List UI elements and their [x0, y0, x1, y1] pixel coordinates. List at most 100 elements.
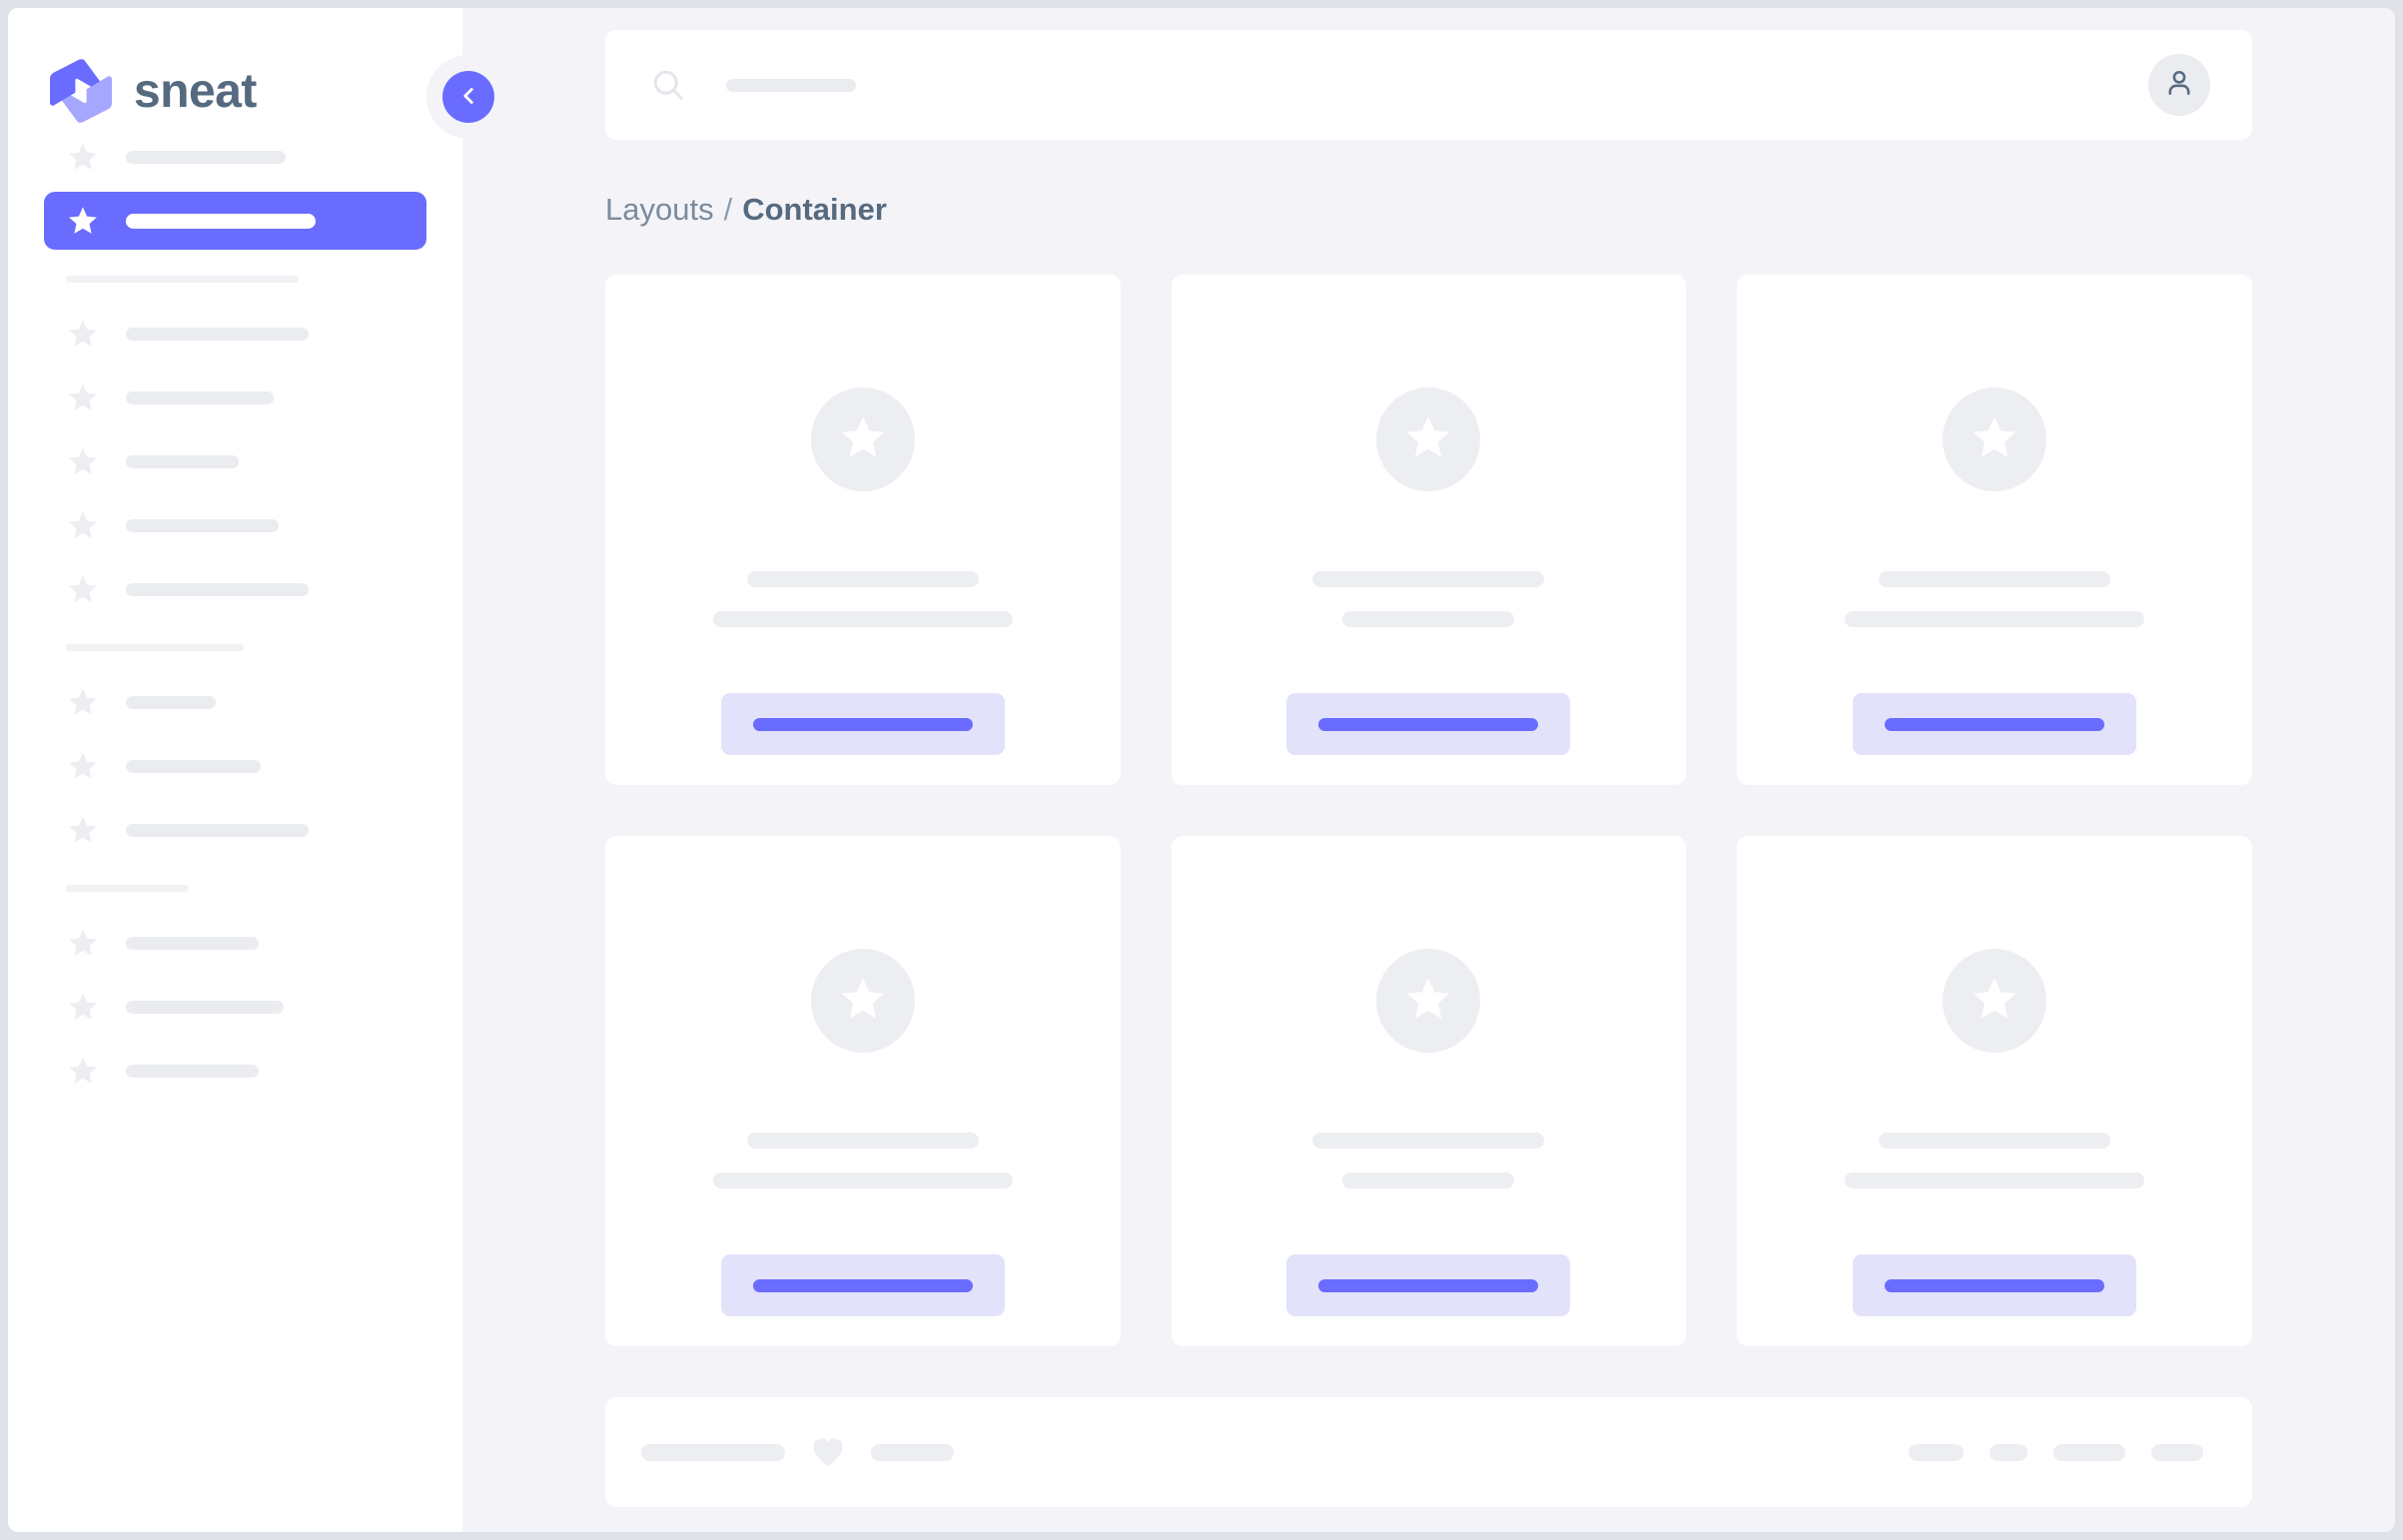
- card-subtitle-skeleton: [1845, 1172, 2145, 1188]
- sidebar-item[interactable]: [44, 673, 426, 731]
- card-grid: [605, 275, 2252, 1346]
- card-action-button[interactable]: [1286, 1254, 1571, 1316]
- sidebar-item[interactable]: [44, 914, 426, 972]
- card-action-button[interactable]: [1286, 693, 1571, 755]
- footer-text-skeleton: [641, 1443, 785, 1461]
- sidebar-item[interactable]: [44, 128, 426, 186]
- card-subtitle-skeleton: [1845, 611, 2145, 627]
- content-card: [605, 275, 1121, 785]
- card-avatar: [1376, 949, 1481, 1053]
- star-icon: [66, 381, 100, 414]
- sidebar-item[interactable]: [44, 560, 426, 618]
- sidebar-nav: [8, 128, 462, 1100]
- user-icon: [2162, 66, 2196, 105]
- chevron-left-icon: [455, 83, 481, 112]
- star-icon: [1402, 973, 1454, 1030]
- sidebar-item[interactable]: [44, 1042, 426, 1100]
- card-title-skeleton: [1312, 1133, 1545, 1149]
- card-action-label-skeleton: [1885, 1278, 2105, 1292]
- star-icon: [66, 204, 100, 238]
- sidebar-item-label-skeleton: [126, 327, 309, 341]
- card-avatar: [810, 387, 915, 491]
- card-action-button[interactable]: [720, 693, 1005, 755]
- sidebar-item[interactable]: [44, 305, 426, 363]
- search-input[interactable]: [726, 78, 856, 92]
- sidebar-item-label-skeleton: [126, 936, 259, 950]
- brand[interactable]: sneat: [8, 8, 462, 128]
- content-card: [1737, 836, 2252, 1346]
- star-icon: [837, 973, 889, 1030]
- star-icon: [66, 140, 100, 174]
- content-card: [1737, 275, 2252, 785]
- sidebar-item-label-skeleton: [126, 695, 216, 709]
- sidebar-item-label-skeleton: [126, 582, 309, 596]
- card-avatar: [1943, 387, 2047, 491]
- card-avatar: [1943, 949, 2047, 1053]
- card-action-button[interactable]: [1853, 693, 2137, 755]
- footer-link-skeleton[interactable]: [1909, 1443, 1964, 1461]
- footer-links: [1909, 1443, 2203, 1461]
- sidebar-divider: [66, 885, 189, 892]
- star-icon: [66, 1054, 100, 1088]
- card-action-label-skeleton: [1318, 717, 1539, 731]
- avatar[interactable]: [2148, 54, 2210, 116]
- sidebar-item[interactable]: [44, 978, 426, 1036]
- breadcrumb-current: Container: [742, 192, 887, 227]
- sidebar-item-label-skeleton: [126, 1000, 284, 1014]
- card-action-button[interactable]: [720, 1254, 1005, 1316]
- content-card: [1171, 836, 1687, 1346]
- main-content: Layouts / Container: [462, 8, 2395, 1532]
- sidebar-item[interactable]: [44, 801, 426, 859]
- sidebar-collapse-button[interactable]: [442, 71, 494, 123]
- card-title-skeleton: [1879, 1133, 2111, 1149]
- card-subtitle-skeleton: [1342, 611, 1515, 627]
- star-icon: [837, 411, 889, 468]
- sneat-logo-icon: [50, 59, 112, 123]
- star-icon: [66, 508, 100, 542]
- breadcrumb-separator: /: [723, 192, 733, 227]
- topbar: [605, 30, 2252, 140]
- brand-name: sneat: [134, 64, 257, 118]
- sidebar-item-label-skeleton: [126, 454, 239, 468]
- footer-bar: [605, 1397, 2252, 1507]
- footer-link-skeleton[interactable]: [2053, 1443, 2125, 1461]
- sidebar-collapse-wrap: [426, 55, 510, 139]
- star-icon: [66, 685, 100, 719]
- sidebar-item-active[interactable]: [44, 192, 426, 250]
- card-subtitle-skeleton: [1342, 1172, 1515, 1188]
- card-action-button[interactable]: [1853, 1254, 2137, 1316]
- card-title-skeleton: [1879, 571, 2111, 587]
- card-title-skeleton: [746, 571, 979, 587]
- sidebar-item-label-skeleton: [126, 759, 261, 773]
- breadcrumb-parent[interactable]: Layouts: [605, 192, 714, 227]
- footer-brand-skeleton: [871, 1443, 954, 1461]
- sidebar-item[interactable]: [44, 369, 426, 426]
- sidebar: sneat: [8, 8, 510, 1532]
- card-title-skeleton: [746, 1133, 979, 1149]
- sidebar-item[interactable]: [44, 737, 426, 795]
- star-icon: [66, 572, 100, 606]
- card-action-label-skeleton: [1318, 1278, 1539, 1292]
- card-action-label-skeleton: [1885, 717, 2105, 731]
- sidebar-item-label-skeleton: [126, 823, 309, 837]
- star-icon: [66, 813, 100, 847]
- footer-link-skeleton[interactable]: [2151, 1443, 2203, 1461]
- sidebar-item-label-skeleton: [126, 390, 274, 404]
- search-icon[interactable]: [650, 67, 686, 103]
- star-icon: [66, 926, 100, 960]
- footer-link-skeleton[interactable]: [1990, 1443, 2027, 1461]
- sidebar-divider: [66, 644, 244, 651]
- star-icon: [66, 749, 100, 783]
- content-card: [605, 836, 1121, 1346]
- sidebar-item-label-skeleton: [126, 150, 286, 164]
- footer-left: [641, 1433, 954, 1471]
- sidebar-item[interactable]: [44, 496, 426, 554]
- star-icon: [66, 444, 100, 478]
- card-action-label-skeleton: [752, 1278, 973, 1292]
- sidebar-item[interactable]: [44, 432, 426, 490]
- card-action-label-skeleton: [752, 717, 973, 731]
- card-title-skeleton: [1312, 571, 1545, 587]
- star-icon: [1969, 411, 2020, 468]
- card-subtitle-skeleton: [712, 611, 1013, 627]
- star-icon: [1402, 411, 1454, 468]
